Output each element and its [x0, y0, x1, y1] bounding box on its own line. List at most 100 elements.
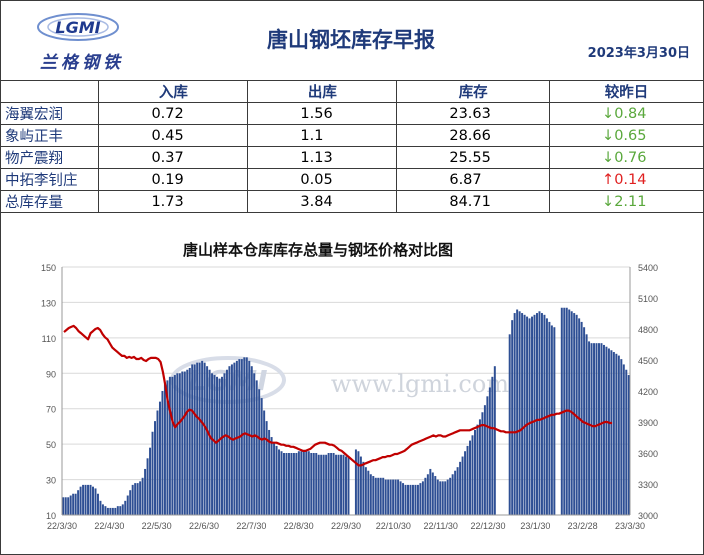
- row-stock: 23.63: [396, 102, 551, 125]
- inventory-bar: [312, 453, 315, 515]
- x-tick-label: 23/2/28: [568, 521, 598, 531]
- inventory-bar: [206, 366, 209, 515]
- inventory-bar: [171, 376, 174, 515]
- x-tick-label: 22/3/30: [47, 521, 77, 531]
- up-arrow-icon: ↑: [602, 171, 615, 188]
- inventory-bar: [139, 481, 142, 515]
- inventory-bar: [69, 495, 72, 515]
- inventory-bar: [521, 313, 524, 515]
- inventory-bar: [568, 309, 571, 515]
- inventory-bar: [173, 375, 176, 515]
- logo-text: 兰格钢铁: [40, 53, 124, 73]
- inventory-bar: [342, 454, 345, 515]
- report-header: LGMI 兰格钢铁 唐山钢坯库存早报 2023年3月30日: [0, 0, 702, 81]
- inventory-bar: [372, 476, 375, 515]
- inventory-bar: [627, 375, 630, 515]
- inventory-bar: [280, 451, 283, 515]
- inventory-bar: [216, 376, 219, 515]
- inventory-bar: [131, 484, 134, 515]
- y-left-tick-label: 130: [41, 298, 56, 308]
- inventory-bar: [357, 451, 360, 515]
- inventory-bar: [72, 493, 75, 515]
- inventory-bar: [421, 481, 424, 515]
- inventory-bar: [104, 506, 107, 515]
- inventory-bar: [384, 479, 387, 515]
- inventory-bar: [389, 479, 392, 515]
- inventory-bar: [610, 350, 613, 515]
- y-left-tick-label: 50: [46, 440, 56, 450]
- inventory-bar: [99, 500, 102, 515]
- inventory-bar: [466, 445, 469, 515]
- x-tick-label: 22/6/30: [189, 521, 219, 531]
- inventory-bar: [116, 506, 119, 515]
- inventory-bar: [96, 493, 99, 515]
- table-row: 海翼宏润 0.72 1.56 23.63 ↓0.84: [0, 102, 704, 125]
- inventory-bar: [345, 456, 347, 515]
- row-in: 0.19: [98, 168, 249, 191]
- x-tick-label: 23/1/30: [520, 521, 550, 531]
- y-right-tick-label: 3600: [638, 449, 658, 459]
- inventory-bar: [392, 479, 395, 515]
- inventory-bar: [114, 507, 117, 515]
- inventory-bar: [531, 316, 534, 515]
- row-change: ↓0.76: [549, 146, 704, 169]
- inventory-bar: [213, 375, 216, 515]
- inventory-bar: [578, 318, 581, 515]
- inventory-bar: [74, 493, 77, 515]
- inventory-bar: [600, 343, 603, 515]
- y-right-tick-label: 4500: [638, 356, 658, 366]
- inventory-bar: [625, 369, 628, 515]
- inventory-bar: [225, 369, 228, 515]
- inventory-bar: [94, 488, 97, 515]
- table-row: 中拓李钊庄 0.19 0.05 6.87 ↑0.14: [0, 168, 704, 191]
- inventory-bar: [337, 454, 340, 515]
- table-row: 总库存量 1.73 3.84 84.71 ↓2.11: [0, 190, 704, 213]
- inventory-bar: [374, 477, 377, 515]
- inventory-bar: [268, 429, 271, 515]
- inventory-bar: [590, 343, 593, 515]
- y-left-tick-label: 70: [46, 405, 56, 415]
- inventory-bar: [89, 484, 92, 515]
- inventory-bar: [248, 360, 251, 515]
- inventory-bar: [481, 412, 484, 515]
- y-left-tick-label: 30: [46, 476, 56, 486]
- inventory-bar: [141, 477, 144, 515]
- inventory-bar: [540, 313, 543, 515]
- inventory-bar: [158, 401, 161, 515]
- logo-mark: LGMI: [55, 18, 100, 37]
- inventory-bar: [327, 453, 330, 515]
- y-right-tick-label: 5400: [638, 263, 658, 273]
- inventory-bar: [404, 484, 407, 515]
- inventory-bar: [322, 454, 325, 515]
- inventory-bar: [181, 371, 184, 515]
- inventory-bar: [416, 484, 419, 515]
- inventory-bar: [106, 507, 109, 515]
- inventory-bar: [431, 472, 434, 515]
- inventory-bar: [317, 454, 320, 515]
- inventory-bar: [183, 371, 186, 515]
- report-date: 2023年3月30日: [587, 46, 690, 61]
- inventory-bar: [188, 367, 191, 515]
- inventory-bar: [441, 481, 444, 515]
- x-tick-label: 23/3/30: [615, 521, 645, 531]
- row-in: 0.72: [98, 102, 249, 125]
- x-tick-label: 22/5/30: [142, 521, 172, 531]
- inventory-bar: [483, 405, 486, 515]
- inventory-bar: [362, 461, 365, 515]
- header-cell-in: 入库: [98, 80, 249, 103]
- inventory-bar: [491, 376, 494, 515]
- y-right-tick-label: 3900: [638, 418, 658, 428]
- inventory-bar: [273, 442, 276, 515]
- inventory-bar: [325, 454, 328, 515]
- inventory-bar: [382, 477, 385, 515]
- inventory-bar: [109, 507, 112, 515]
- inventory-bar: [203, 362, 206, 515]
- row-stock: 25.55: [396, 146, 551, 169]
- inventory-bar: [263, 410, 266, 515]
- x-tick-label: 22/9/30: [331, 521, 361, 531]
- row-out: 3.84: [247, 190, 398, 213]
- inventory-bar: [469, 440, 472, 515]
- inventory-bar: [471, 435, 474, 515]
- y-right-tick-label: 5100: [638, 294, 658, 304]
- inventory-bar: [508, 334, 511, 515]
